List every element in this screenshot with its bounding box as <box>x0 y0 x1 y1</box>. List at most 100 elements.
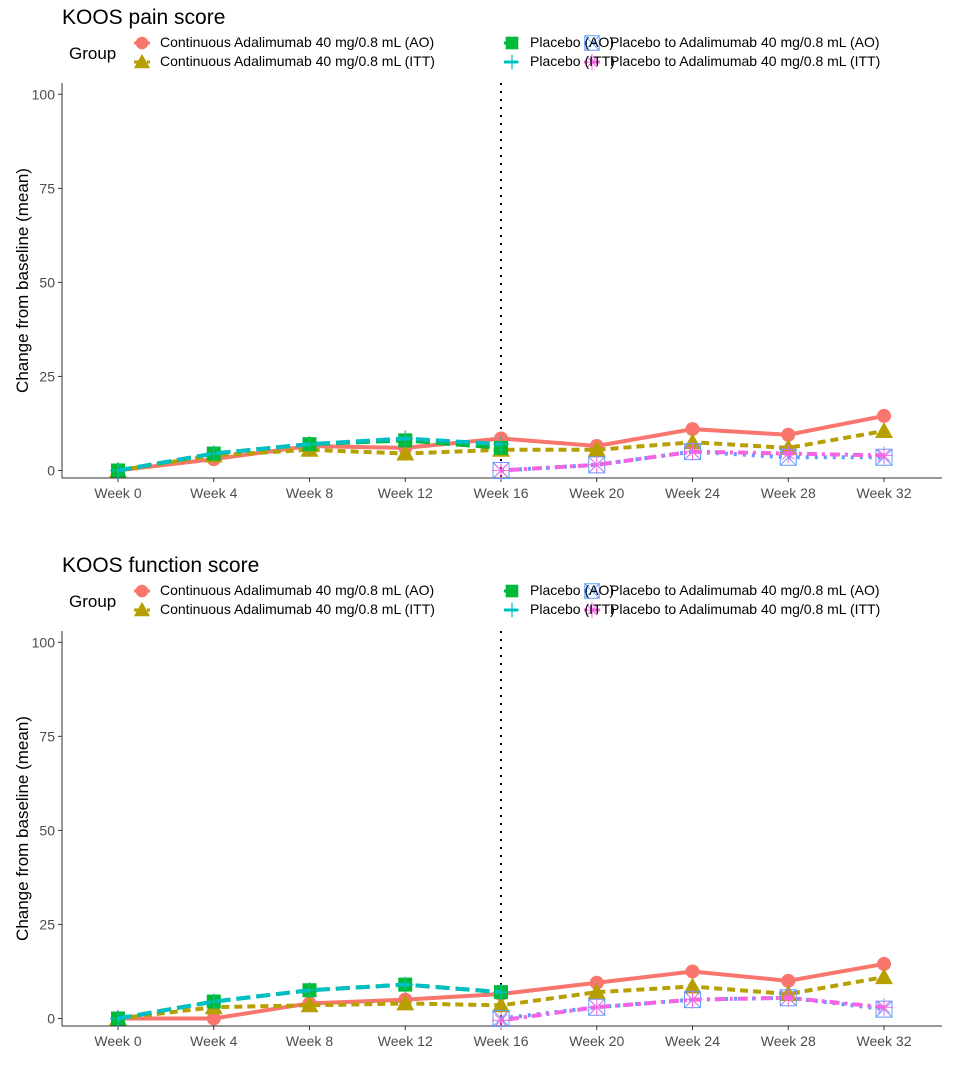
data-point <box>492 1011 510 1030</box>
data-point <box>877 408 891 423</box>
data-point <box>587 998 606 1017</box>
data-point <box>300 996 319 1013</box>
data-point <box>779 444 798 463</box>
legend-key <box>134 584 150 598</box>
data-point <box>589 975 604 990</box>
chart-title: KOOS function score <box>62 554 260 577</box>
legend-key <box>504 584 520 598</box>
legend-key <box>584 583 600 599</box>
y-tick-label: 0 <box>47 462 55 478</box>
data-point <box>396 994 415 1011</box>
data-point <box>781 973 796 988</box>
data-point <box>875 446 893 465</box>
x-tick-label: Week 8 <box>286 485 333 501</box>
y-tick-label: 75 <box>39 728 55 744</box>
data-point <box>875 998 893 1017</box>
koos-pain-chart: 0 25 50 75 100 Week 0 Week 4 Week 8 Week 12 Week … <box>0 0 958 530</box>
series-3 <box>110 976 509 1027</box>
data-point <box>587 440 606 457</box>
data-point <box>492 996 510 1013</box>
data-point <box>301 982 318 999</box>
legend-item: Placebo (ITT) <box>530 601 615 617</box>
x-tick-label: Week 8 <box>286 1033 333 1049</box>
x-tick-label: Week 20 <box>569 1033 624 1049</box>
y-tick-label: 100 <box>32 634 56 650</box>
y-axis-label: Change from baseline (mean) <box>13 716 32 941</box>
legend-key <box>583 53 601 71</box>
x-tick-label: Week 28 <box>761 485 816 501</box>
x-tick-label: Week 28 <box>761 1033 816 1049</box>
legend-item: Continuous Adalimumab 40 mg/0.8 mL (AO) <box>160 582 435 598</box>
data-point <box>396 444 415 461</box>
data-point <box>397 430 414 447</box>
x-tick-label: Week 0 <box>94 485 141 501</box>
legend-key <box>584 35 600 51</box>
data-point <box>875 421 893 438</box>
legend-title: Group <box>69 592 117 611</box>
legend-item: Continuous Adalimumab 40 mg/0.8 mL (ITT) <box>160 601 435 617</box>
x-tick-label: Week 32 <box>857 485 912 501</box>
series-5 <box>492 442 893 480</box>
legend-item: Placebo to Adalimumab 40 mg/0.8 mL (AO) <box>610 34 880 50</box>
y-tick-label: 25 <box>39 368 55 384</box>
legend-key <box>504 36 520 50</box>
data-point <box>683 442 702 461</box>
x-tick-label: Week 4 <box>190 485 237 501</box>
x-tick-label: Week 24 <box>665 485 720 501</box>
series-1 <box>109 968 893 1026</box>
legend-key <box>583 601 601 619</box>
data-point <box>587 983 606 1000</box>
legend-item: Continuous Adalimumab 40 mg/0.8 mL (AO) <box>160 34 435 50</box>
data-point <box>205 445 222 462</box>
data-point <box>205 993 222 1010</box>
y-tick-label: 75 <box>39 180 55 196</box>
data-point <box>683 433 702 450</box>
legend-key <box>504 602 520 618</box>
data-point <box>493 436 509 453</box>
legend-title: Group <box>69 44 117 63</box>
y-tick-label: 50 <box>39 274 55 290</box>
x-tick-label: Week 24 <box>665 1033 720 1049</box>
data-point <box>781 427 796 442</box>
data-point <box>683 990 702 1009</box>
legend-key <box>504 54 520 70</box>
y-tick-label: 50 <box>39 822 55 838</box>
data-point <box>493 984 509 1001</box>
series-line <box>500 995 885 1021</box>
legend-key <box>134 36 150 50</box>
legend-item: Placebo to Adalimumab 40 mg/0.8 mL (ITT) <box>610 53 881 69</box>
legend-key <box>133 601 151 617</box>
x-tick-label: Week 12 <box>378 485 433 501</box>
data-point <box>587 455 606 474</box>
y-tick-label: 0 <box>47 1010 55 1026</box>
koos-function-chart: 0 25 50 75 100 Week 0 Week 4 Week 8 Week 12 Week … <box>0 548 958 1078</box>
x-tick-label: Week 0 <box>94 1033 141 1049</box>
data-point <box>492 461 510 480</box>
x-tick-label: Week 32 <box>857 1033 912 1049</box>
data-point <box>110 462 126 479</box>
x-tick-label: Week 12 <box>378 1033 433 1049</box>
y-tick-label: 25 <box>39 916 55 932</box>
data-point <box>110 1010 126 1027</box>
legend-item: Placebo (ITT) <box>530 53 615 69</box>
data-point <box>397 976 414 993</box>
legend-item: Placebo (AO) <box>530 34 615 50</box>
x-tick-label: Week 20 <box>569 485 624 501</box>
y-tick-label: 100 <box>32 86 56 102</box>
legend-item: Continuous Adalimumab 40 mg/0.8 mL (ITT) <box>160 53 435 69</box>
legend-item: Placebo to Adalimumab 40 mg/0.8 mL (ITT) <box>610 601 881 617</box>
data-point <box>683 977 702 994</box>
chart-title: KOOS pain score <box>62 6 226 29</box>
data-point <box>779 988 798 1007</box>
series-5 <box>492 988 893 1030</box>
data-point <box>685 422 700 437</box>
data-point <box>685 964 700 979</box>
legend-item: Placebo to Adalimumab 40 mg/0.8 mL (AO) <box>610 582 880 598</box>
data-point <box>301 436 318 453</box>
x-tick-label: Week 16 <box>474 1033 529 1049</box>
data-point <box>206 1011 221 1026</box>
legend-item: Placebo (AO) <box>530 582 615 598</box>
y-axis-label: Change from baseline (mean) <box>13 168 32 393</box>
data-point <box>877 956 891 971</box>
data-point <box>875 968 893 985</box>
